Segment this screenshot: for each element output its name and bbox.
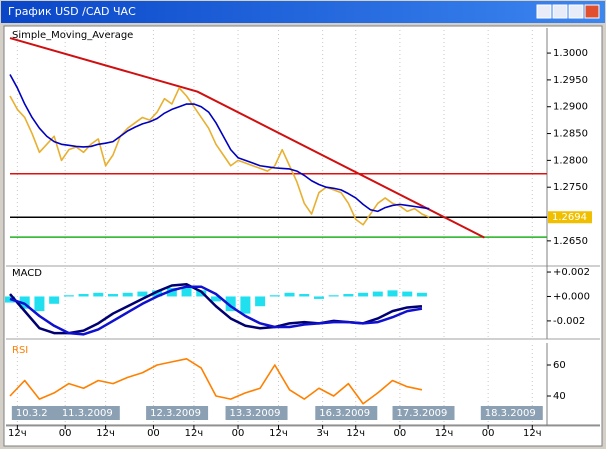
current-price-label: 1.2694 (552, 212, 587, 223)
histogram-bar (225, 296, 236, 312)
date-label-box (57, 406, 120, 420)
y-tick-label: 1.2800 (553, 155, 588, 166)
x-tick-label: 00 (59, 428, 72, 439)
y-tick-label: 1.2900 (553, 102, 588, 113)
histogram-bar (137, 291, 148, 297)
date-label: 10.3.2 (16, 408, 48, 419)
date-label: 13.3.2009 (230, 408, 281, 419)
y-tick-label: 1.3000 (553, 48, 588, 59)
histogram-bar (78, 294, 89, 297)
histogram-bar (181, 286, 192, 297)
date-label: 16.3.2009 (319, 408, 370, 419)
histogram-bar (299, 294, 310, 297)
window-buttons[interactable] (536, 4, 600, 19)
histogram-bar (387, 290, 398, 297)
maximize-button[interactable] (568, 4, 584, 19)
series-line (9, 74, 430, 213)
histogram-bar (122, 292, 133, 297)
histogram-bar (313, 296, 324, 299)
x-tick-label: 00 (232, 428, 245, 439)
histogram-bar (284, 292, 295, 297)
current-price-box (548, 211, 592, 224)
y-tick-label: -0.002 (553, 316, 585, 327)
trend-line (9, 37, 485, 239)
histogram-bar (93, 292, 104, 297)
x-tick-label: 12ч (523, 428, 542, 439)
date-label-box (480, 406, 543, 420)
y-tick-label: 1.2850 (553, 129, 588, 140)
histogram-bar (328, 295, 339, 297)
date-label-box (392, 406, 455, 420)
minimize-button[interactable] (552, 4, 568, 19)
x-tick-label: 3ч (316, 428, 328, 439)
x-tick-label: 12ч (8, 428, 27, 439)
close-button[interactable] (584, 4, 600, 19)
histogram-bar (166, 287, 177, 297)
histogram-bar (107, 294, 118, 297)
histogram-bar (402, 291, 413, 297)
x-tick-label: 12ч (346, 428, 365, 439)
panel-title: Simple_Moving_Average (12, 30, 133, 41)
histogram-bar (343, 294, 354, 297)
x-tick-label: 12ч (185, 428, 204, 439)
x-tick-label: 12ч (96, 428, 115, 439)
series-line (9, 87, 430, 226)
window-title: График USD /CAD ЧАС (8, 5, 136, 18)
chart-area (3, 25, 603, 447)
histogram-bar (196, 290, 207, 297)
date-label: 11.3.2009 (62, 408, 113, 419)
histogram-bar (255, 296, 266, 307)
panel-title: RSI (12, 345, 28, 356)
date-label-box (225, 406, 288, 420)
date-label: 17.3.2009 (397, 408, 448, 419)
y-tick-label: 40 (553, 391, 566, 402)
histogram-bar (240, 296, 251, 314)
histogram-bar (210, 296, 221, 302)
panel-title: MACD (12, 268, 42, 279)
y-tick-label: 1.2750 (553, 182, 588, 193)
histogram-bar (49, 296, 60, 304)
date-label: 18.3.2009 (485, 408, 536, 419)
x-tick-label: 00 (482, 428, 495, 439)
series-line (9, 357, 423, 405)
series-line (9, 285, 423, 336)
y-tick-label: +0.000 (553, 291, 590, 302)
title-bar (1, 1, 605, 23)
restore-button[interactable] (536, 4, 552, 19)
x-tick-label: 00 (147, 428, 160, 439)
histogram-bar (372, 291, 383, 297)
date-label-box (146, 406, 209, 420)
histogram-bar (34, 296, 45, 312)
histogram-bar (416, 292, 427, 297)
x-tick-label: 00 (394, 428, 407, 439)
x-tick-label: 12ч (435, 428, 454, 439)
histogram-bar (358, 292, 369, 297)
histogram-bar (152, 290, 163, 297)
y-tick-label: 1.2650 (553, 236, 588, 247)
date-label: 12.3.2009 (150, 408, 201, 419)
y-tick-label: +0.002 (553, 267, 590, 278)
date-label-box (315, 406, 378, 420)
histogram-bar (269, 295, 280, 297)
x-tick-label: 12ч (269, 428, 288, 439)
y-tick-label: 60 (553, 360, 566, 371)
y-tick-label: 1.2950 (553, 75, 588, 86)
histogram-bar (63, 295, 74, 297)
